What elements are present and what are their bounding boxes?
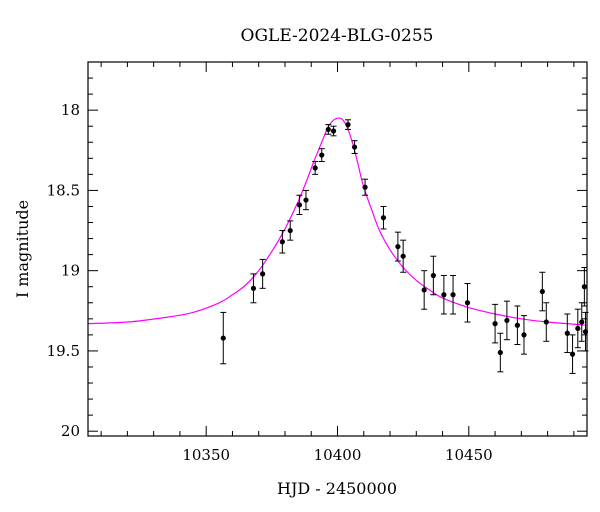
y-tick-label: 18 [61, 101, 80, 119]
data-point [441, 292, 447, 298]
data-point [569, 351, 576, 357]
data-point [450, 292, 456, 298]
data-point [575, 325, 581, 332]
data-point [430, 272, 436, 279]
y-tick-labels: 18 18.5 19 19.5 20 [47, 101, 80, 440]
x-axis-label: HJD - 2450000 [277, 479, 397, 498]
data-point [319, 152, 325, 158]
data-point [497, 349, 503, 356]
data-point [279, 239, 285, 245]
data-point [220, 335, 226, 341]
data-point [400, 253, 406, 259]
data-point [330, 128, 337, 134]
data-point [579, 319, 585, 325]
data-point [303, 197, 309, 203]
data-point [564, 330, 570, 336]
data-point [351, 144, 358, 150]
model-curve [87, 117, 588, 326]
y-tick-label: 19 [61, 262, 80, 280]
data-point [539, 288, 545, 295]
x-tick-label: 10400 [314, 446, 362, 464]
chart-title: OGLE-2024-BLG-0255 [241, 26, 434, 46]
data-point [325, 126, 331, 133]
y-tick-label: 19.5 [47, 342, 80, 360]
data-point [287, 227, 293, 234]
data-point [296, 202, 303, 208]
model-curve-layer [87, 117, 588, 326]
data-point [250, 285, 257, 291]
data-point [464, 300, 471, 306]
data-point [312, 165, 318, 171]
data-point [543, 319, 549, 325]
data-point [380, 215, 387, 221]
x-tick-label: 10450 [445, 446, 493, 464]
y-axis-label: I magnitude [13, 200, 32, 298]
x-tick-labels: 10350 10400 10450 [182, 446, 492, 464]
data-point [492, 321, 498, 327]
y-tick-label: 18.5 [47, 181, 80, 199]
data-point [362, 184, 368, 190]
data-point [395, 243, 401, 250]
axis-ticks [88, 61, 587, 436]
y-tick-label: 20 [61, 422, 80, 440]
data-point [260, 271, 266, 277]
data-point [345, 122, 351, 128]
x-tick-label: 10350 [182, 446, 230, 464]
data-points-layer [220, 119, 589, 374]
data-point [521, 332, 527, 338]
data-point [421, 287, 427, 293]
data-point [504, 317, 510, 324]
data-point [514, 322, 521, 328]
